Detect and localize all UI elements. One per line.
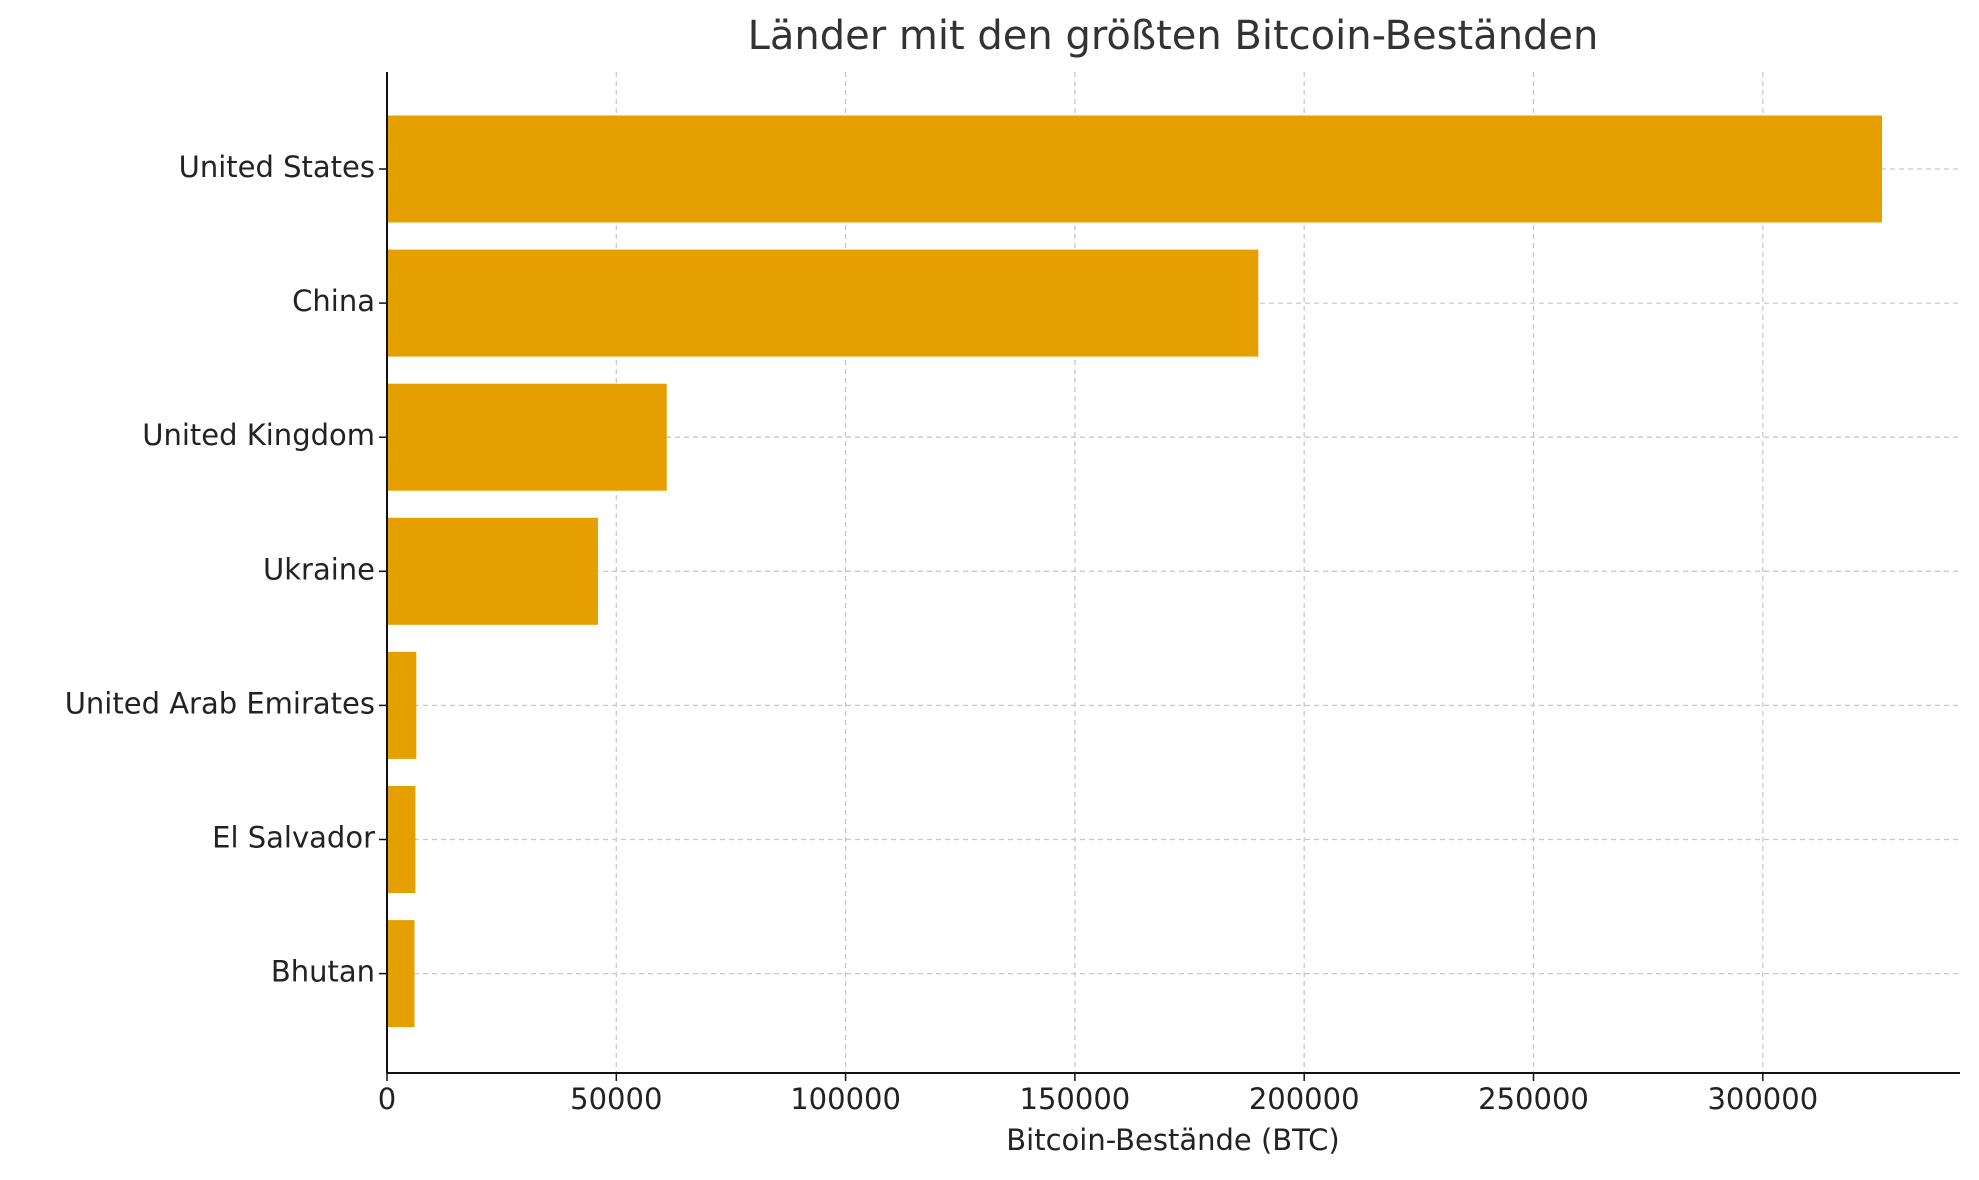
y-tick-label: Bhutan [271,955,375,989]
bar [387,517,598,625]
x-tick-label: 200000 [1249,1082,1360,1116]
y-tick-label: Ukraine [263,552,375,586]
y-tick-label: United States [179,150,375,184]
bar [387,920,415,1028]
bar [387,249,1259,357]
bar [387,786,416,893]
x-tick-label: 100000 [790,1082,901,1116]
y-tick-label: El Salvador [212,821,375,855]
y-tick-label: China [292,284,375,318]
chart-title: Länder mit den größten Bitcoin-Beständen [748,13,1599,59]
bar [387,651,417,759]
bar [387,383,667,491]
x-tick-label: 250000 [1478,1082,1589,1116]
x-tick-label: 0 [378,1082,396,1116]
bar [387,115,1883,223]
y-tick-label: United Kingdom [142,418,375,452]
x-tick-label: 150000 [1020,1082,1131,1116]
x-tick-label: 50000 [570,1082,662,1116]
x-tick-label: 300000 [1707,1082,1818,1116]
y-tick-label: United Arab Emirates [65,686,375,720]
x-axis-label: Bitcoin-Bestände (BTC) [1006,1123,1340,1157]
